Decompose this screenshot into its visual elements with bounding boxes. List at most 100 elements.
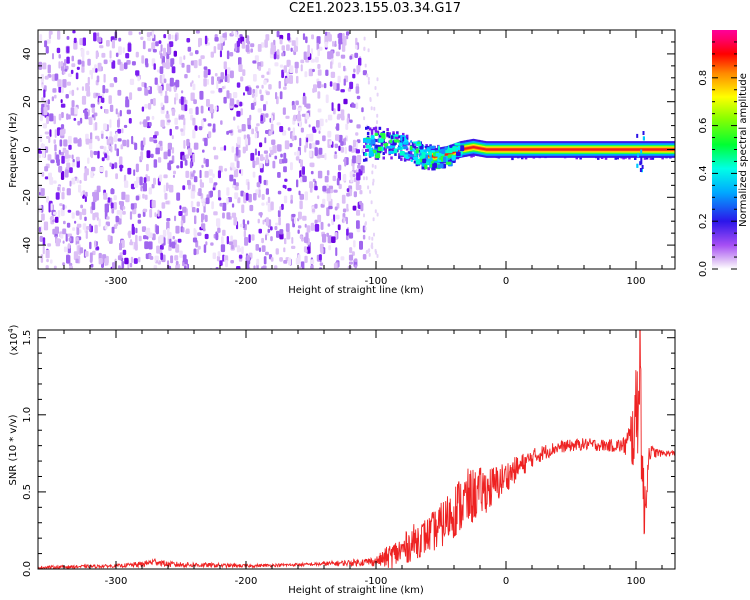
noise-pixel: [81, 66, 85, 73]
noise-pixel: [126, 139, 130, 148]
noise-pixel: [193, 142, 199, 150]
noise-pixel: [265, 100, 268, 105]
noise-pixel: [145, 62, 149, 68]
noise-pixel: [236, 99, 240, 106]
noise-pixel: [159, 66, 164, 74]
noise-pixel: [174, 97, 177, 105]
x-tick-label: -100: [365, 276, 388, 287]
band-blob: [398, 142, 403, 147]
noise-pixel: [373, 106, 376, 111]
noise-pixel: [279, 64, 284, 68]
noise-pixel: [70, 69, 74, 75]
noise-pixel: [333, 108, 336, 115]
noise-pixel: [184, 265, 187, 269]
noise-pixel: [192, 153, 195, 163]
noise-pixel: [310, 48, 313, 55]
noise-pixel: [166, 218, 171, 222]
noise-pixel: [165, 114, 170, 119]
noise-pixel: [160, 53, 163, 59]
noise-pixel: [285, 115, 290, 119]
noise-pixel: [42, 245, 45, 255]
noise-pixel: [317, 170, 323, 179]
noise-pixel: [237, 129, 242, 133]
noise-pixel: [371, 170, 374, 175]
noise-pixel: [320, 154, 325, 158]
noise-pixel: [320, 221, 324, 230]
noise-pixel: [191, 188, 195, 192]
noise-pixel: [231, 31, 234, 35]
noise-pixel: [66, 188, 71, 196]
noise-pixel: [230, 260, 234, 264]
noise-pixel: [90, 170, 94, 179]
noise-pixel: [259, 89, 262, 95]
noise-pixel: [60, 99, 63, 104]
noise-pixel: [356, 209, 361, 216]
band-fuzz: [374, 126, 378, 130]
noise-pixel: [148, 122, 152, 127]
noise-pixel: [84, 111, 89, 120]
noise-pixel: [327, 223, 331, 227]
top-x-axis-label: Height of straight line (km): [288, 285, 424, 296]
noise-pixel: [342, 208, 347, 213]
noise-pixel: [258, 162, 263, 169]
noise-pixel: [243, 92, 245, 96]
noise-pixel: [251, 128, 254, 135]
band-blob: [400, 134, 403, 141]
band-fuzz: [365, 126, 368, 130]
noise-pixel: [327, 235, 332, 244]
noise-pixel: [342, 174, 347, 182]
noise-pixel: [340, 54, 346, 59]
noise-pixel: [226, 212, 231, 220]
noise-pixel: [148, 253, 152, 259]
noise-pixel: [93, 151, 98, 156]
noise-pixel: [90, 263, 94, 268]
noise-pixel: [77, 139, 82, 147]
noise-pixel: [41, 150, 45, 158]
noise-pixel: [45, 265, 49, 269]
snr-series: [38, 330, 675, 569]
noise-pixel: [283, 195, 288, 204]
noise-pixel: [96, 75, 100, 83]
noise-pixel: [342, 216, 345, 224]
noise-pixel: [117, 138, 122, 142]
band-fuzz: [651, 156, 655, 160]
noise-pixel: [245, 263, 250, 269]
noise-pixel: [115, 108, 118, 115]
noise-pixel: [301, 113, 307, 117]
noise-pixel: [304, 71, 308, 78]
band-blob: [460, 145, 465, 152]
noise-pixel: [328, 245, 332, 251]
noise-pixel: [193, 99, 197, 105]
svg-text:(x104): (x104): [7, 324, 20, 355]
noise-pixel: [97, 150, 100, 159]
noise-pixel: [336, 123, 340, 131]
noise-pixel: [47, 243, 52, 247]
noise-pixel: [181, 62, 185, 68]
noise-pixel: [333, 214, 336, 222]
noise-pixel: [370, 200, 373, 205]
noise-pixel: [288, 257, 292, 266]
noise-pixel: [304, 191, 308, 201]
noise-pixel: [46, 196, 50, 203]
noise-pixel: [348, 254, 354, 261]
noise-pixel: [292, 127, 295, 136]
band-fuzz: [388, 135, 391, 139]
noise-pixel: [355, 132, 359, 136]
noise-pixel: [226, 197, 229, 205]
noise-pixel: [368, 236, 371, 240]
noise-pixel: [81, 60, 85, 68]
noise-pixel: [61, 86, 64, 94]
noise-pixel: [338, 183, 342, 190]
band-blob: [440, 163, 444, 169]
noise-pixel: [119, 267, 123, 269]
noise-pixel: [237, 38, 241, 44]
band-spike: [641, 168, 643, 173]
noise-pixel: [263, 79, 267, 85]
noise-pixel: [111, 60, 116, 69]
noise-pixel: [277, 49, 280, 55]
noise-pixel: [125, 53, 130, 59]
band-blob: [433, 151, 436, 157]
noise-pixel: [117, 119, 120, 128]
noise-pixel: [282, 130, 287, 136]
noise-pixel: [202, 149, 205, 153]
